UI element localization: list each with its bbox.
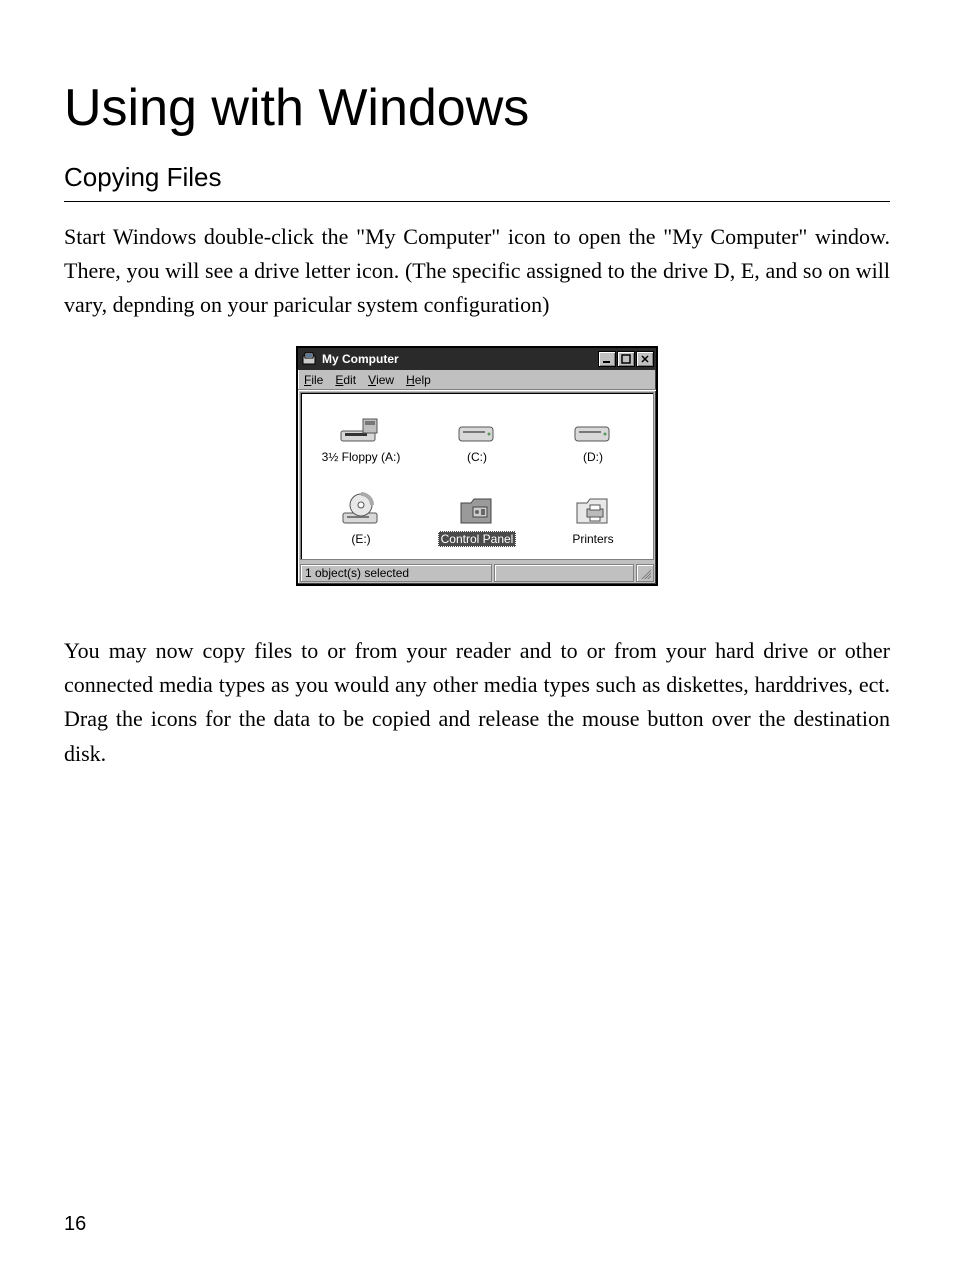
- my-computer-window: My Computer File Edit View Help: [296, 346, 658, 586]
- minimize-button[interactable]: [598, 351, 616, 367]
- floppy-drive-icon[interactable]: 3½ Floppy (A:): [311, 405, 411, 465]
- cd-drive-icon: [311, 487, 411, 527]
- control-panel-icon[interactable]: Control Panel: [427, 487, 527, 547]
- hard-drive-icon: [543, 405, 643, 445]
- section-divider: [64, 201, 890, 202]
- drive-c-label: (C:): [464, 449, 490, 465]
- icon-grid: 3½ Floppy (A:) (C:): [303, 405, 651, 547]
- drive-e-label: (E:): [348, 531, 373, 547]
- page-title: Using with Windows: [64, 78, 890, 138]
- section-title: Copying Files: [64, 162, 890, 193]
- system-menu-icon[interactable]: [302, 352, 318, 366]
- paragraph-copy: You may now copy files to or from your r…: [64, 634, 890, 770]
- drive-d-icon[interactable]: (D:): [543, 405, 643, 465]
- drive-c-icon[interactable]: (C:): [427, 405, 527, 465]
- status-text: 1 object(s) selected: [305, 566, 409, 580]
- resize-grip[interactable]: [636, 564, 654, 582]
- hard-drive-icon: [427, 405, 527, 445]
- floppy-icon: [311, 405, 411, 445]
- drive-d-label: (D:): [580, 449, 606, 465]
- page-number: 16: [64, 1213, 86, 1236]
- resize-grip-icon: [639, 567, 651, 579]
- status-text-pane: 1 object(s) selected: [300, 564, 492, 582]
- printers-icon[interactable]: Printers: [543, 487, 643, 547]
- client-area: 3½ Floppy (A:) (C:): [300, 392, 654, 560]
- window-title: My Computer: [322, 352, 597, 366]
- folder-printers-icon: [543, 487, 643, 527]
- menu-help[interactable]: Help: [406, 373, 431, 387]
- maximize-button[interactable]: [617, 351, 635, 367]
- close-button[interactable]: [636, 351, 654, 367]
- floppy-label: 3½ Floppy (A:): [319, 449, 404, 465]
- menu-file[interactable]: File: [304, 373, 323, 387]
- menu-view[interactable]: View: [368, 373, 394, 387]
- folder-controlpanel-icon: [427, 487, 527, 527]
- paragraph-intro: Start Windows double-click the "My Compu…: [64, 220, 890, 322]
- menu-edit[interactable]: Edit: [335, 373, 356, 387]
- control-panel-label: Control Panel: [438, 531, 517, 547]
- titlebar[interactable]: My Computer: [298, 348, 656, 370]
- printers-label: Printers: [569, 531, 616, 547]
- status-pane-secondary: [494, 564, 634, 582]
- menubar: File Edit View Help: [298, 370, 656, 390]
- window-controls: [597, 351, 654, 367]
- drive-e-icon[interactable]: (E:): [311, 487, 411, 547]
- statusbar: 1 object(s) selected: [298, 562, 656, 584]
- document-page: Using with Windows Copying Files Start W…: [0, 0, 954, 1274]
